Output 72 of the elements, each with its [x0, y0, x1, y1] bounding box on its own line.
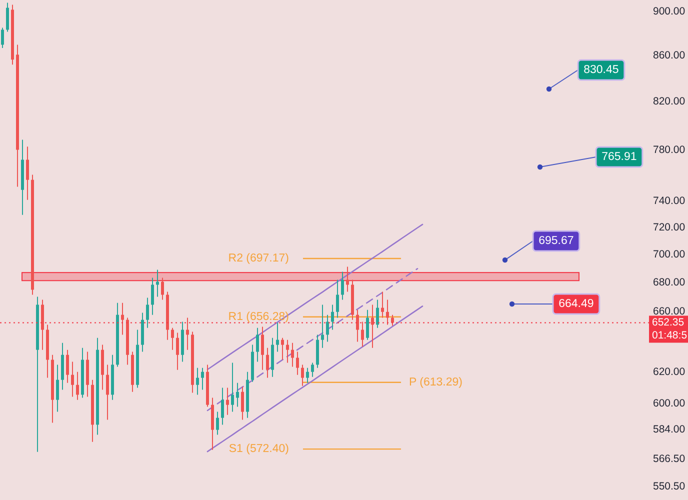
- candlestick: [261, 326, 264, 370]
- y-tick-label: 740.00: [653, 194, 686, 207]
- annotation: 664.49: [558, 298, 594, 310]
- y-tick-label: 700.00: [653, 248, 686, 261]
- candlestick: [216, 411, 219, 436]
- y-tick-label: 820.00: [653, 96, 686, 108]
- candlestick: [1, 27, 4, 48]
- candlestick: [76, 371, 79, 400]
- y-tick-label: 780.00: [653, 144, 686, 156]
- candlestick: [66, 349, 69, 384]
- y-tick-label: 660.00: [653, 305, 686, 318]
- candlestick: [121, 302, 124, 336]
- candlestick: [56, 364, 59, 412]
- candlestick: [236, 382, 239, 408]
- candlestick: [71, 361, 74, 398]
- ref-line-label: R2 (697.17): [228, 252, 290, 264]
- candlestick: [26, 146, 29, 200]
- candlestick: [146, 297, 149, 328]
- candlestick: [241, 386, 244, 420]
- candlestick: [176, 332, 179, 370]
- candlestick: [106, 364, 109, 420]
- candlestick: [376, 299, 379, 328]
- annotation: 695.67: [538, 235, 574, 247]
- candlestick: [151, 277, 154, 316]
- candlestick: [341, 271, 344, 300]
- candlestick: [301, 364, 304, 386]
- candlestick: [256, 327, 259, 362]
- y-tick-label: 680.00: [653, 276, 686, 289]
- candlestick: [306, 367, 309, 384]
- candlestick: [266, 347, 269, 378]
- candlestick: [291, 342, 294, 368]
- candlestick: [161, 277, 164, 300]
- candlestick: [186, 317, 189, 350]
- candlestick: [386, 299, 389, 326]
- line-series: [206, 224, 424, 370]
- ref-line-label: 652.35: [652, 316, 684, 329]
- annotation: 765.91: [602, 151, 637, 163]
- y-tick-label: 900.00: [653, 6, 686, 18]
- candlestick: [371, 304, 374, 348]
- ref-line-label: P (613.29): [409, 376, 463, 388]
- candlestick: [231, 362, 234, 412]
- y-tick-label: 860.00: [653, 50, 686, 62]
- candlestick: [6, 2, 9, 32]
- candlestick: [171, 327, 174, 350]
- y-tick-label: 620.00: [653, 366, 686, 378]
- candlestick: [281, 337, 284, 360]
- candlestick: [331, 304, 334, 330]
- y-tick-label: 720.00: [653, 221, 686, 234]
- candlestick: [286, 339, 289, 364]
- candlestick: [366, 309, 369, 340]
- candlestick: [221, 387, 224, 426]
- candlestick: [276, 322, 279, 352]
- candlestick: [156, 269, 159, 298]
- candlestick: [321, 304, 324, 348]
- candlestick: [361, 321, 364, 348]
- candlestick: [336, 279, 339, 318]
- candlestick: [381, 291, 384, 318]
- candlestick: [346, 266, 349, 292]
- candlestick: [296, 351, 299, 376]
- y-tick-label: 584.00: [653, 424, 686, 436]
- y-tick-label: 566.50: [653, 453, 686, 466]
- candlestick: [326, 314, 329, 342]
- candlestick: [311, 362, 314, 378]
- candlestick: [356, 309, 359, 342]
- y-tick-label: 550.50: [653, 480, 686, 493]
- candlestick: [226, 387, 229, 416]
- candlestick: [196, 367, 199, 396]
- candlestick: [201, 367, 204, 390]
- text: 01:48:5: [652, 330, 688, 342]
- ref-line-label: S1 (572.40): [228, 443, 290, 456]
- y-tick-label: 600.00: [653, 398, 686, 410]
- annotation: 830.45: [584, 64, 619, 76]
